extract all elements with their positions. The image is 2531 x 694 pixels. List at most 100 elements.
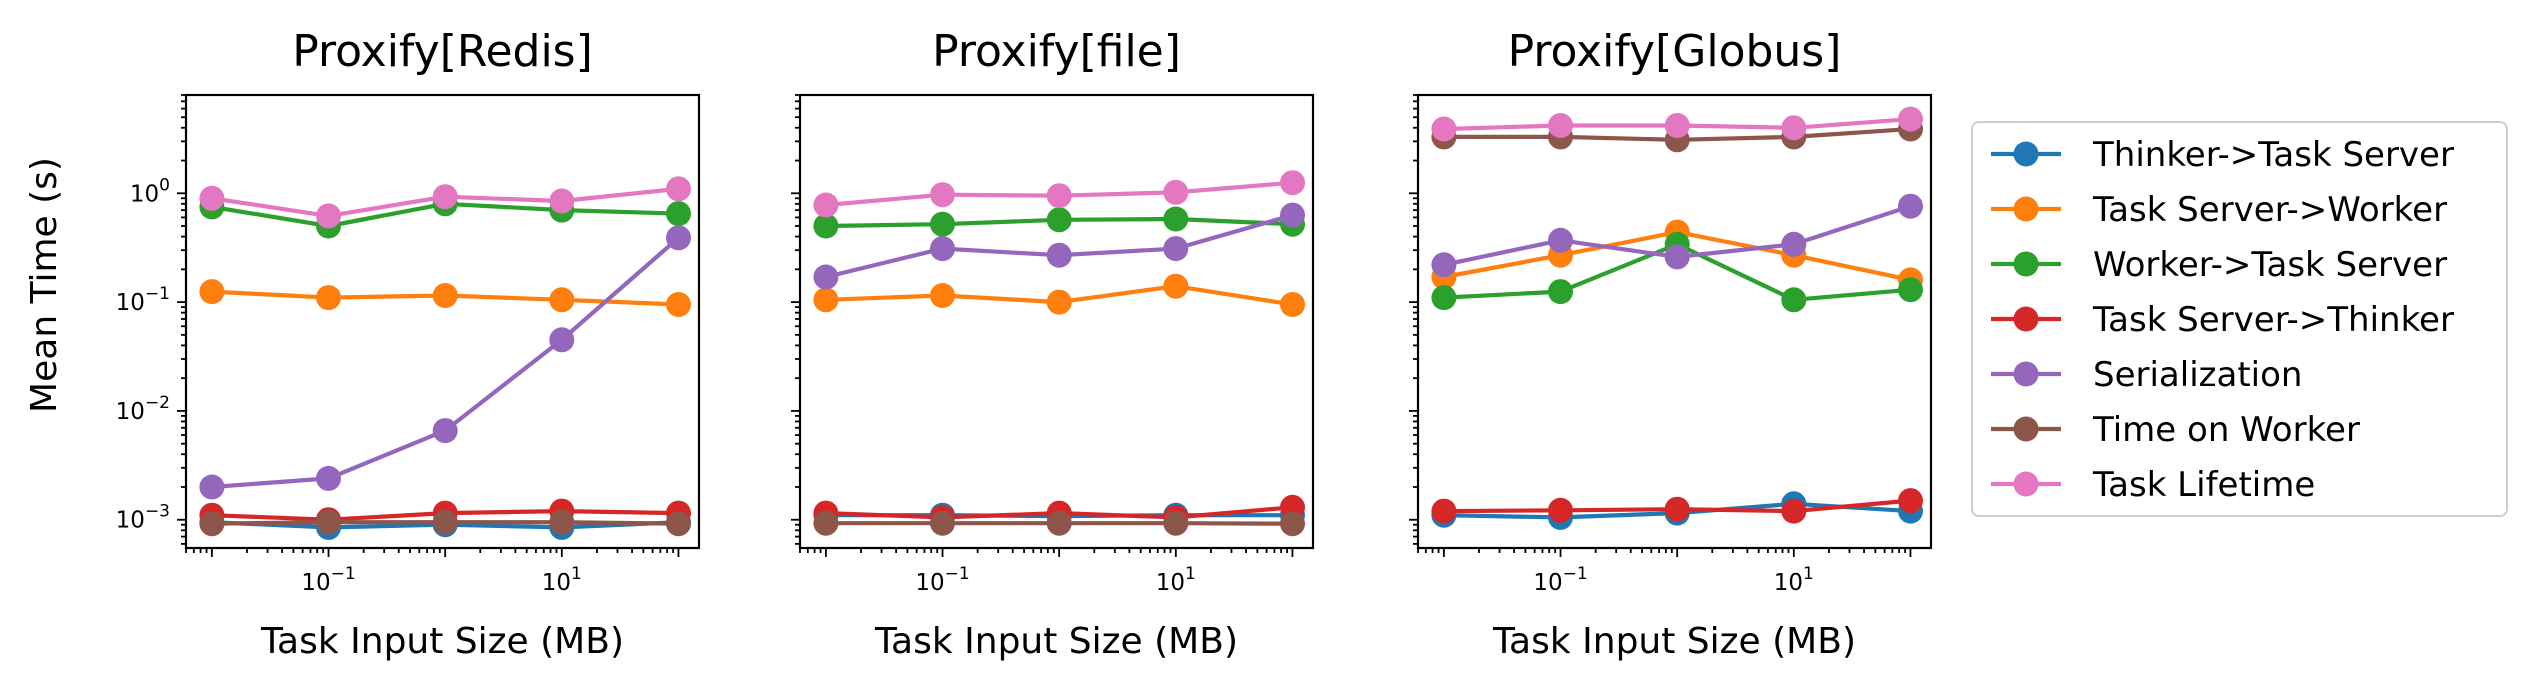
- x-axis-label: Task Input Size (MB): [260, 621, 624, 662]
- panel-title: Proxify[Redis]: [292, 26, 593, 77]
- series-task-server-thinker: [1431, 488, 1923, 524]
- legend-label: Task Server->Thinker: [2092, 300, 2454, 340]
- legend-swatch-marker: [2013, 416, 2039, 442]
- legend-label: Worker->Task Server: [2093, 245, 2447, 285]
- data-point: [316, 509, 341, 535]
- x-tick-label-base: 10: [542, 570, 571, 596]
- data-point: [1898, 488, 1923, 514]
- series-task-server-worker: [199, 279, 691, 317]
- y-tick-label-exponent: −3: [145, 502, 170, 522]
- legend-item-task-lifetime: Task Lifetime: [1991, 465, 2315, 505]
- axes-frame: [1416, 93, 1933, 550]
- data-point: [1163, 206, 1189, 232]
- x-tick-label: 101: [1774, 564, 1814, 596]
- legend-label: Time on Worker: [2092, 410, 2360, 450]
- y-tick-label-base: 10: [116, 290, 145, 316]
- x-axis-label: Task Input Size (MB): [874, 621, 1238, 662]
- data-point: [930, 211, 955, 237]
- y-ticks: [791, 94, 800, 545]
- data-point: [1280, 202, 1305, 228]
- data-point: [432, 509, 458, 535]
- data-point: [813, 213, 839, 239]
- legend-box: [1971, 121, 2508, 517]
- y-tick-label: 10−1: [116, 284, 170, 316]
- data-point: [1898, 277, 1923, 303]
- data-point: [1548, 279, 1573, 305]
- legend-swatch-marker: [2013, 251, 2039, 277]
- x-tick-label-base: 10: [1533, 570, 1562, 596]
- data-point: [813, 510, 839, 536]
- panel-title: Proxify[Globus]: [1508, 26, 1842, 77]
- legend: Thinker->Task Server Task Server->Worker W…: [1971, 121, 2508, 517]
- axes-frame: [184, 93, 701, 550]
- x-tick-label: 10−1: [915, 564, 969, 596]
- y-tick-label: 100: [130, 175, 170, 207]
- data-point: [1664, 244, 1690, 270]
- data-point: [549, 327, 575, 353]
- y-tick-label: 10−2: [116, 393, 170, 425]
- data-point: [666, 201, 691, 227]
- data-point: [1046, 207, 1072, 233]
- data-point: [813, 192, 839, 218]
- series-task-lifetime: [813, 170, 1305, 218]
- legend-label: Task Lifetime: [2092, 465, 2315, 505]
- x-tick-label: 10−1: [1533, 564, 1587, 596]
- legend-item-thinker-task-server: Thinker->Task Server: [1991, 135, 2454, 175]
- series-worker-task-server: [1431, 231, 1923, 313]
- legend-item-task-server-worker: Task Server->Worker: [1991, 190, 2447, 230]
- x-tick-label-exponent: 1: [1185, 564, 1196, 584]
- y-tick-label-exponent: 0: [159, 175, 170, 195]
- legend-swatch-marker: [2013, 471, 2039, 497]
- plot-area: [199, 176, 691, 540]
- data-point: [1163, 179, 1189, 205]
- data-point: [199, 474, 225, 500]
- data-point: [199, 279, 225, 305]
- x-tick-label-exponent: 1: [571, 564, 582, 584]
- data-point: [1163, 273, 1189, 299]
- x-tick-label: 101: [542, 564, 582, 596]
- x-ticks: 10−1 101: [185, 548, 680, 596]
- data-point: [1664, 113, 1690, 138]
- x-tick-label-base: 10: [915, 570, 944, 596]
- series-serialization: [199, 225, 691, 500]
- data-point: [1163, 236, 1189, 262]
- data-point: [1781, 231, 1807, 257]
- series-serialization: [813, 202, 1305, 290]
- legend-item-task-server-thinker: Task Server->Thinker: [1991, 300, 2454, 340]
- data-point: [316, 285, 341, 311]
- series-worker-task-server: [813, 206, 1305, 239]
- legend-label: Thinker->Task Server: [2092, 135, 2454, 175]
- data-point: [1548, 497, 1573, 523]
- legend-item-time-on-worker: Time on Worker: [1991, 410, 2360, 450]
- data-point: [666, 511, 691, 537]
- legend-label: Serialization: [2093, 355, 2302, 395]
- x-tick-label-exponent: −1: [1563, 564, 1588, 584]
- legend-swatch-marker: [2013, 361, 2039, 387]
- data-point: [199, 511, 225, 537]
- y-tick-label-base: 10: [116, 399, 145, 425]
- x-tick-label: 101: [1156, 564, 1196, 596]
- series-task-lifetime: [199, 176, 691, 229]
- data-point: [1664, 496, 1690, 522]
- data-point: [930, 182, 955, 208]
- legend-swatch-marker: [2013, 141, 2039, 167]
- legend-label: Task Server->Worker: [2092, 190, 2447, 230]
- axes-frame: [798, 93, 1315, 550]
- data-point: [1548, 227, 1573, 253]
- panel-title: Proxify[file]: [932, 26, 1181, 77]
- data-point: [1898, 193, 1923, 219]
- series-serialization: [1431, 193, 1923, 278]
- data-point: [666, 292, 691, 317]
- data-point: [1781, 498, 1807, 524]
- x-tick-label-base: 10: [301, 570, 330, 596]
- y-ticks: [1409, 94, 1418, 545]
- data-point: [813, 264, 839, 290]
- y-tick-label-exponent: −2: [145, 393, 170, 413]
- data-point: [549, 188, 575, 214]
- x-tick-label-exponent: 1: [1803, 564, 1814, 584]
